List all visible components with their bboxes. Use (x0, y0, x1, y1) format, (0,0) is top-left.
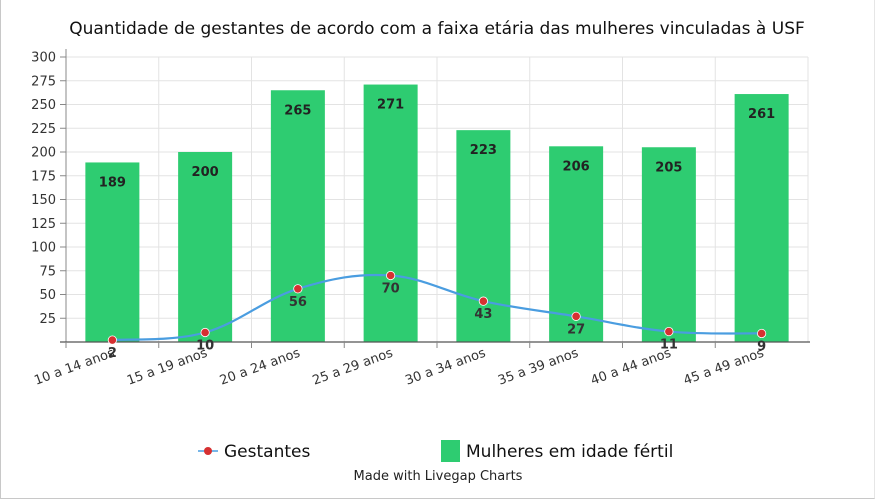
bar-value-label: 261 (748, 107, 775, 122)
y-tick-label: 75 (39, 264, 56, 279)
bar-value-label: 271 (377, 98, 404, 113)
line-marker (386, 270, 396, 281)
line-value-label: 2 (108, 346, 117, 361)
line-marker (664, 326, 674, 337)
legend: Gestantes Mulheres em idade fértil (198, 440, 673, 462)
y-tick-label: 225 (31, 122, 56, 137)
line-marker (293, 284, 303, 294)
line-value-label: 9 (757, 339, 766, 354)
y-tick-label: 200 (31, 146, 56, 161)
line-value-label: 43 (474, 307, 492, 322)
line-marker (200, 327, 210, 338)
line-value-label: 70 (382, 282, 400, 297)
legend-bar-swatch (441, 440, 460, 462)
chart-title: Quantidade de gestantes de acordo com a … (69, 19, 805, 39)
legend-marker-swatch (204, 447, 212, 455)
x-tick-label: 35 a 39 anos (496, 346, 581, 389)
x-tick-label: 30 a 34 anos (403, 346, 488, 389)
bar (363, 84, 418, 343)
line-marker (571, 311, 581, 321)
data-labels: 189 200 265 271 223 206 205 261 2 10 56 70 43 27 11 9 (99, 98, 775, 362)
y-tick-label: 125 (31, 217, 56, 232)
bar-value-label: 265 (284, 103, 311, 118)
bar-value-label: 200 (192, 165, 219, 180)
bar-value-label: 189 (99, 175, 126, 190)
y-tick-label: 100 (31, 241, 56, 256)
line-value-label: 56 (289, 295, 307, 310)
chart-credit: Made with Livegap Charts (354, 469, 523, 484)
gridlines (66, 56, 809, 342)
line-value-label: 11 (660, 338, 678, 353)
x-tick-label: 25 a 29 anos (311, 346, 396, 389)
y-tick-label: 25 (39, 312, 56, 327)
x-tick-label: 10 a 14 anos (32, 346, 117, 389)
x-tick-label: 20 a 24 anos (218, 346, 303, 389)
y-tick-label: 150 (31, 193, 56, 208)
line-marker (478, 296, 488, 306)
line-value-label: 27 (567, 322, 585, 337)
bar (270, 90, 325, 342)
bar (641, 147, 696, 342)
line-marker (107, 335, 117, 345)
bar (734, 94, 789, 342)
bar-value-label: 205 (655, 160, 682, 175)
bar (178, 152, 233, 342)
bar-value-label: 206 (563, 159, 590, 174)
line-series (107, 270, 767, 345)
legend-label-mulheres: Mulheres em idade fértil (466, 442, 673, 462)
bar (85, 162, 140, 342)
bar (456, 130, 511, 342)
bar (549, 146, 604, 342)
bar-value-label: 223 (470, 143, 497, 158)
line-marker (757, 328, 767, 339)
line-value-label: 10 (196, 339, 214, 354)
y-tick-label: 50 (39, 288, 56, 303)
x-tick-label: 45 a 49 anos (682, 346, 767, 389)
y-tick-label: 275 (31, 74, 56, 89)
y-tick-label: 250 (31, 98, 56, 113)
y-tick-label: 300 (31, 51, 56, 66)
legend-label-gestantes: Gestantes (224, 442, 310, 462)
y-tick-label: 175 (31, 169, 56, 184)
bars (85, 84, 789, 343)
line-path (112, 273, 762, 342)
